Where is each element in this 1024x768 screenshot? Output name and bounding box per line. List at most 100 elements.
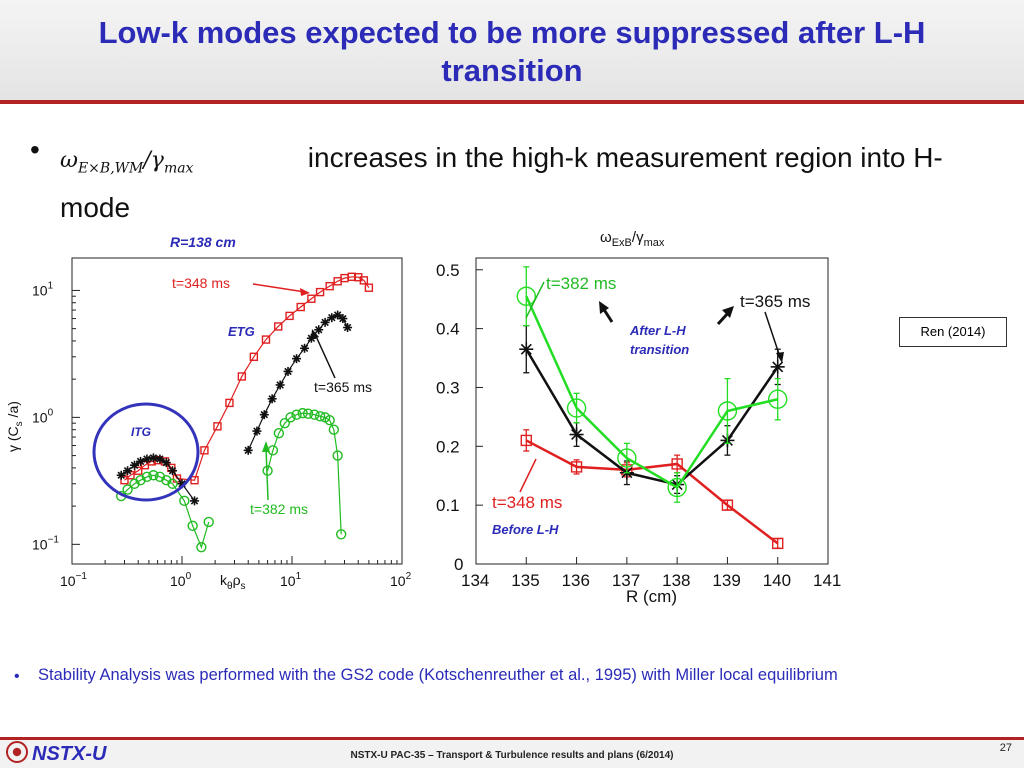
up-right-arrow-head <box>722 306 734 318</box>
slide-header <box>0 0 1024 100</box>
bottom-bullet-text: Stability Analysis was performed with th… <box>38 666 838 684</box>
chart1-point <box>343 323 353 333</box>
chart1-point <box>155 454 165 464</box>
chart1-point <box>359 276 369 285</box>
chart1-point <box>314 411 326 422</box>
chart2-ytick-label: 0 <box>454 555 463 574</box>
chart2-title: ωExB/γmax <box>600 229 665 249</box>
chart2-ytick-label: 0.1 <box>436 496 460 515</box>
chart1-point <box>259 410 269 420</box>
arrow-348 <box>252 283 306 293</box>
footer-text: NSTX-U PAC-35 – Transport & Turbulence r… <box>350 750 674 761</box>
chart1-point <box>148 470 159 481</box>
chart1-point <box>148 453 158 463</box>
chart2-point <box>768 389 788 409</box>
chart1-point <box>190 496 200 506</box>
chart2-xtick-label: 139 <box>712 571 740 590</box>
bullet-text: increases in the high-k measurement regi… <box>60 142 943 224</box>
chart1-ytick-label: 101 <box>32 280 54 298</box>
chart1-point <box>300 343 310 353</box>
itg-label: ITG <box>131 425 151 439</box>
chart2-point <box>519 342 534 357</box>
chart1-point <box>249 352 259 361</box>
chart1-point <box>274 322 283 331</box>
chart1-point <box>285 412 296 423</box>
arrow-365 <box>314 333 336 379</box>
chart1-point <box>134 466 143 475</box>
arrow-348-head <box>300 288 310 296</box>
chart1-point <box>213 422 222 431</box>
chart1-ylabel: γ (Cs /a) <box>5 401 25 452</box>
chart1-point <box>273 428 285 439</box>
chart2-point <box>569 427 584 442</box>
chart1-point <box>187 520 198 531</box>
chart1-point <box>320 317 330 327</box>
chart1-point <box>267 394 277 404</box>
growth-rate-chart: R=138 cm 10−1 100 101 102 10−1 100 101 ITG ETG… <box>5 234 412 592</box>
chart2-ytick-label: 0.4 <box>436 320 460 339</box>
arrow-365-head <box>311 329 319 340</box>
chart2-series-line <box>525 439 779 545</box>
exb-ratio-chart: ωExB/γmax 134 135 136 137 138 139 140 141 0 0.1 0.… <box>436 229 841 606</box>
chart2-ytick-label: 0.5 <box>436 261 460 280</box>
footer-bar <box>0 740 1024 768</box>
chart2-xtick-label: 141 <box>813 571 841 590</box>
chart1-point <box>292 354 302 364</box>
chart2-xlabel: R (cm) <box>626 587 677 606</box>
arrow2-348 <box>519 458 537 493</box>
chart1-point <box>314 325 324 335</box>
chart2-xtick-label: 136 <box>562 571 590 590</box>
chart1-point <box>122 484 133 495</box>
chart1-point <box>237 372 247 381</box>
chart1-point <box>135 474 146 486</box>
chart1-point <box>309 409 320 420</box>
footer-divider <box>0 737 1024 740</box>
chart1-point <box>328 424 340 435</box>
chart2-point <box>617 448 637 468</box>
chart1-xtick-label: 100 <box>170 571 192 589</box>
chart1-point <box>126 471 135 480</box>
chart1-xtick-label: 102 <box>390 571 412 589</box>
chart2-point <box>566 398 587 418</box>
label-365: t=365 ms <box>314 379 372 395</box>
chart1-point <box>283 366 293 376</box>
chart1-point <box>179 495 190 507</box>
chart1-title: R=138 cm <box>170 234 236 250</box>
chart1-point <box>333 310 343 320</box>
chart1-point <box>302 408 314 419</box>
chart2-point <box>570 461 583 473</box>
label-348: t=348 ms <box>172 275 230 291</box>
chart2-point <box>520 434 532 447</box>
after-lh-label-2: transition <box>630 342 689 357</box>
chart1-xlabel: kθρs <box>220 572 246 592</box>
chart1-ytick-label: 100 <box>32 407 54 425</box>
chart1-plot-frame <box>71 257 403 565</box>
chart2-xtick-label: 137 <box>612 571 640 590</box>
chart1-point <box>200 446 209 455</box>
slide-title: Low-k modes expected to be more suppress… <box>98 15 926 88</box>
chart2-xtick-label: 135 <box>511 571 539 590</box>
arrow2-365-head <box>776 352 784 363</box>
chart1-point <box>196 541 207 553</box>
itg-circle <box>92 402 200 502</box>
page-number: 27 <box>999 742 1012 754</box>
chart2-xtick-label: 134 <box>461 571 489 590</box>
chart1-point <box>168 466 178 476</box>
chart1-xtick-label: 10−1 <box>60 571 87 589</box>
chart1-point <box>291 409 302 420</box>
chart1-point <box>130 460 140 470</box>
chart1-point <box>116 470 126 480</box>
chart1-point <box>275 380 285 390</box>
chart1-xtick-label: 101 <box>280 571 302 589</box>
chart2-ytick-label: 0.2 <box>436 437 460 456</box>
chart2-point <box>770 359 785 374</box>
nstx-logo: NSTX-U <box>6 741 106 766</box>
chart1-point <box>243 445 253 455</box>
arrow2-382 <box>525 281 545 319</box>
chart2-point <box>667 477 687 498</box>
after-lh-label-1: After L-H <box>629 323 686 338</box>
chart1-point <box>190 475 199 485</box>
chart1-point <box>364 283 374 292</box>
chart2-point <box>671 458 683 470</box>
chart1-point <box>141 471 153 483</box>
